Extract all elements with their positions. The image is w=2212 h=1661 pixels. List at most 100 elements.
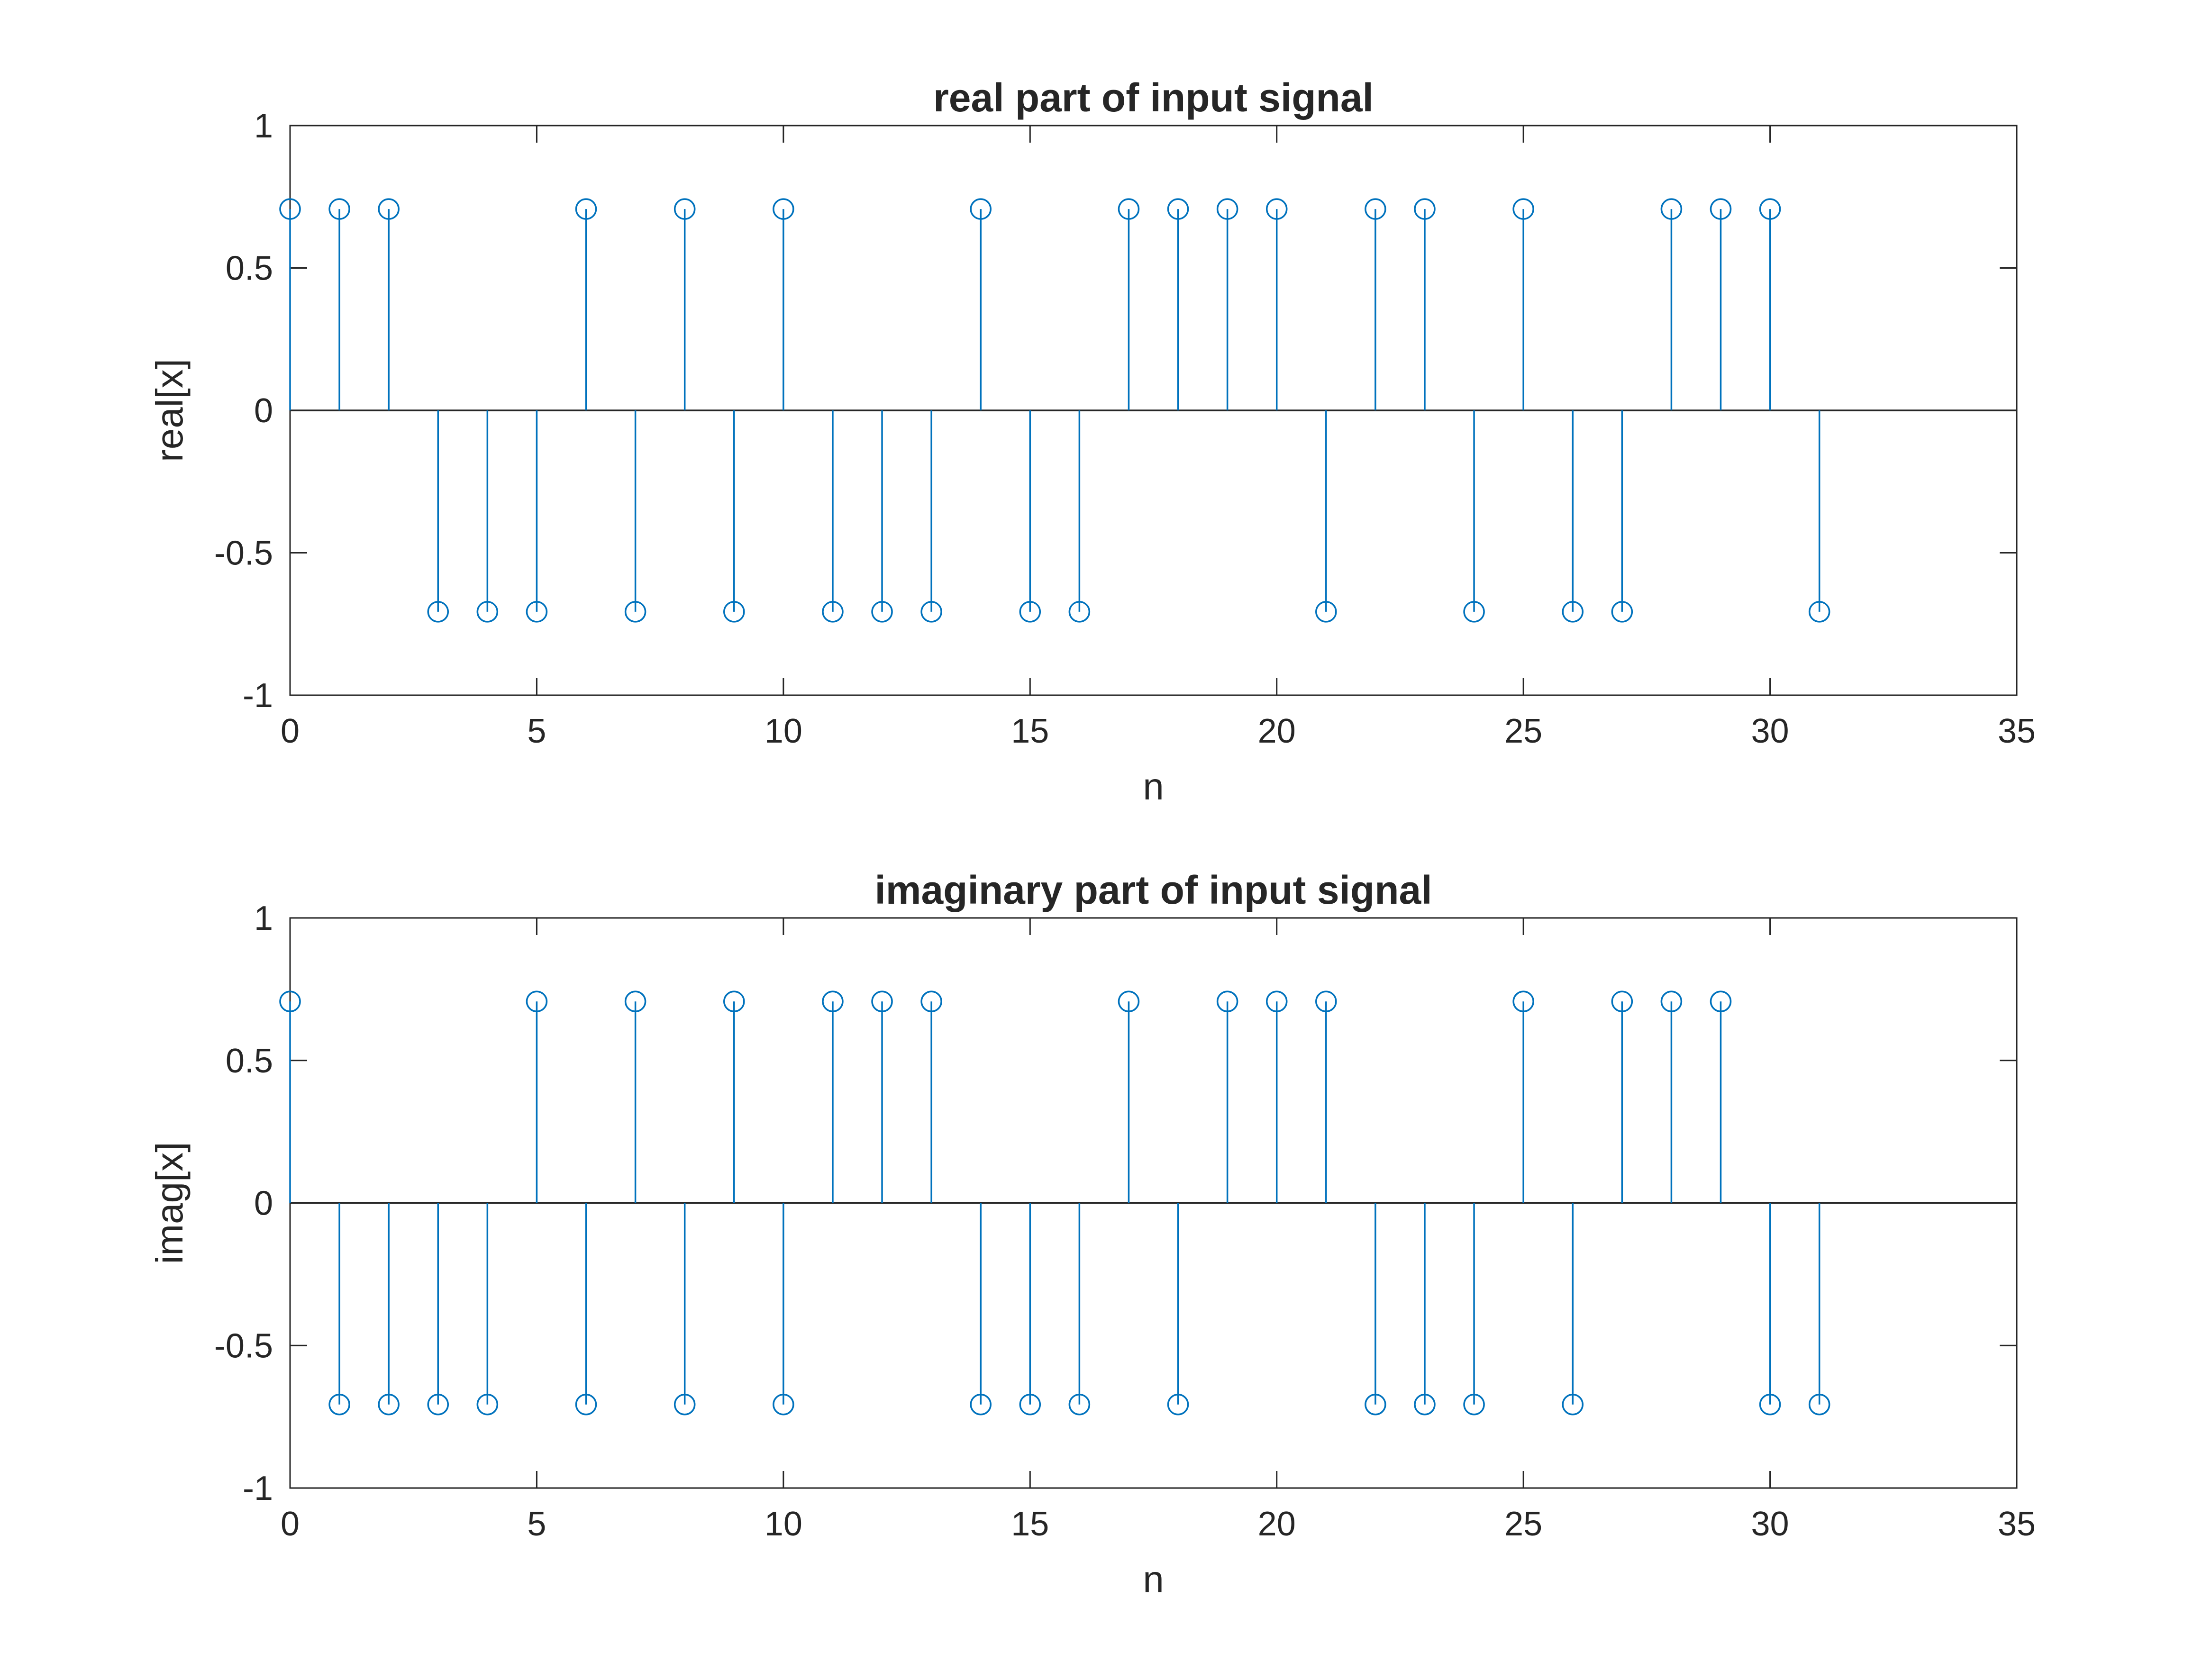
imag-stem-marker bbox=[1118, 990, 1140, 1012]
imag-stem-marker bbox=[378, 1394, 400, 1416]
imag-stem-marker bbox=[723, 990, 745, 1012]
real-ytick-label: -1 bbox=[243, 677, 273, 715]
real-xtick-label: 15 bbox=[1011, 712, 1049, 750]
imag-stem-marker bbox=[624, 990, 646, 1012]
imag-stem-marker bbox=[1710, 990, 1732, 1012]
imag-stem-marker bbox=[1265, 990, 1288, 1012]
imag-stem-marker bbox=[526, 990, 548, 1012]
imag-stem-marker bbox=[427, 1394, 449, 1416]
imag-stem-marker bbox=[1808, 1394, 1830, 1416]
real-stem-marker bbox=[1463, 601, 1485, 623]
real-stem-marker bbox=[1759, 198, 1781, 220]
real-xtick-label: 5 bbox=[527, 712, 546, 750]
subplot-real: 0 5 10 15 20 25 30 35 1 0.5 0 -0.5 -1 real part of in… bbox=[148, 75, 2036, 808]
imag-stem-marker bbox=[1512, 990, 1534, 1012]
real-ytick-label: -0.5 bbox=[214, 535, 273, 572]
imag-stem-marker bbox=[674, 1394, 696, 1416]
imag-stem-marker bbox=[773, 1394, 794, 1416]
imag-y-axis-label: imag[x] bbox=[148, 1142, 191, 1264]
imag-xtick-label: 25 bbox=[1504, 1505, 1542, 1543]
imag-ytick-label: 0.5 bbox=[226, 1042, 273, 1080]
imag-stem-marker bbox=[1019, 1394, 1041, 1416]
imag-stem-marker bbox=[328, 1394, 350, 1416]
real-stem-marker bbox=[1611, 601, 1633, 623]
imag-stem-marker bbox=[1365, 1394, 1386, 1416]
real-stem-marker bbox=[1265, 198, 1288, 220]
imag-stem-marker bbox=[1315, 990, 1337, 1012]
real-ytick-label: 0 bbox=[254, 392, 273, 430]
imag-stem-marker bbox=[1167, 1394, 1189, 1416]
imag-stem-marker bbox=[1660, 990, 1683, 1012]
real-xtick-label: 0 bbox=[281, 712, 300, 750]
real-chart-title: real part of input signal bbox=[933, 75, 1374, 120]
imag-xtick-label: 30 bbox=[1751, 1505, 1789, 1543]
imag-stem-marker bbox=[279, 990, 301, 1012]
real-stem-marker bbox=[920, 601, 942, 623]
imag-stem-marker bbox=[476, 1394, 499, 1416]
real-stem-marker bbox=[1019, 601, 1041, 623]
imag-ytick-label: -0.5 bbox=[214, 1327, 273, 1365]
real-ytick-label: 1 bbox=[254, 107, 273, 145]
imag-stem-marker bbox=[1414, 1394, 1436, 1416]
real-stem-marker bbox=[822, 601, 844, 623]
real-stem-marker bbox=[1512, 198, 1534, 220]
imag-stem-marker bbox=[1562, 1394, 1584, 1416]
real-stem-marker bbox=[378, 198, 400, 220]
real-xtick-label: 25 bbox=[1504, 712, 1542, 750]
real-stem-marker bbox=[970, 198, 992, 220]
real-stem-marker bbox=[526, 601, 548, 623]
real-stem-marker bbox=[624, 601, 646, 623]
imag-stem-marker bbox=[871, 990, 893, 1012]
subplot-imag: 0 5 10 15 20 25 30 35 1 0.5 0 -0.5 -1 imaginary part … bbox=[148, 868, 2036, 1600]
real-ytick-label: 0.5 bbox=[226, 250, 273, 288]
real-stem-marker bbox=[1808, 601, 1830, 623]
real-stem-marker bbox=[773, 198, 794, 220]
real-xtick-label: 30 bbox=[1751, 712, 1789, 750]
real-y-axis-label: real[x] bbox=[148, 359, 191, 462]
imag-chart-title: imaginary part of input signal bbox=[874, 868, 1432, 912]
real-stem-marker bbox=[1216, 198, 1238, 220]
imag-xtick-label: 15 bbox=[1011, 1505, 1049, 1543]
imag-stem-marker bbox=[1068, 1394, 1091, 1416]
imag-stem-marker bbox=[1216, 990, 1238, 1012]
imag-stem-marker bbox=[822, 990, 844, 1012]
real-stem-marker bbox=[1660, 198, 1683, 220]
real-xtick-label: 20 bbox=[1258, 712, 1296, 750]
real-stem-marker bbox=[871, 601, 893, 623]
imag-stem-marker bbox=[1611, 990, 1633, 1012]
imag-stem-marker bbox=[920, 990, 942, 1012]
real-xtick-label: 10 bbox=[765, 712, 802, 750]
imag-xtick-label: 35 bbox=[1998, 1505, 2036, 1543]
imag-xtick-label: 0 bbox=[281, 1505, 300, 1543]
real-stem-marker bbox=[674, 198, 696, 220]
real-xtick-label: 35 bbox=[1998, 712, 2036, 750]
imag-stem-marker bbox=[575, 1394, 597, 1416]
real-x-axis-label: n bbox=[1143, 765, 1164, 808]
imag-ytick-label: -1 bbox=[243, 1470, 273, 1507]
real-stem-marker bbox=[575, 198, 597, 220]
real-stem-marker bbox=[1068, 601, 1091, 623]
real-stem-marker bbox=[1414, 198, 1436, 220]
real-stem-marker bbox=[723, 601, 745, 623]
real-stem-marker bbox=[1167, 198, 1189, 220]
real-stem-marker bbox=[1315, 601, 1337, 623]
imag-x-axis-label: n bbox=[1143, 1558, 1164, 1600]
imag-xtick-label: 5 bbox=[527, 1505, 546, 1543]
real-stem-marker bbox=[279, 198, 301, 220]
real-stem-marker bbox=[1365, 198, 1386, 220]
imag-ytick-label: 0 bbox=[254, 1185, 273, 1223]
imag-ytick-label: 1 bbox=[254, 899, 273, 937]
real-stem-marker bbox=[1118, 198, 1140, 220]
imag-xtick-label: 10 bbox=[765, 1505, 802, 1543]
real-stem-marker bbox=[1710, 198, 1732, 220]
real-stem-marker bbox=[476, 601, 499, 623]
imag-stem-marker bbox=[1759, 1394, 1781, 1416]
real-stem-marker bbox=[1562, 601, 1584, 623]
real-stem-marker bbox=[328, 198, 350, 220]
imag-xtick-label: 20 bbox=[1258, 1505, 1296, 1543]
imag-stem-marker bbox=[1463, 1394, 1485, 1416]
imag-stem-marker bbox=[970, 1394, 992, 1416]
real-stem-marker bbox=[427, 601, 449, 623]
